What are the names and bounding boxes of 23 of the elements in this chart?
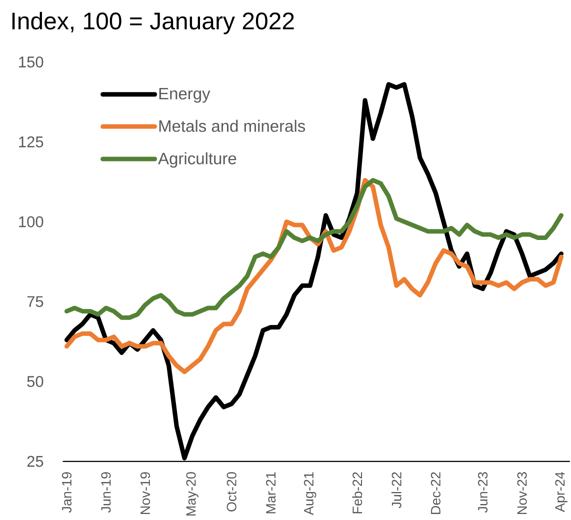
y-tick-label: 100 <box>19 216 44 228</box>
x-tick-label: May-20 <box>186 472 198 516</box>
x-tick-label: Mar-21 <box>266 472 276 514</box>
x-tick-label: Jan-19 <box>62 472 72 513</box>
y-tick-label: 125 <box>19 136 44 148</box>
y-tick-label: 150 <box>19 56 44 68</box>
x-tick-label: Apr-24 <box>555 472 568 512</box>
y-tick-label: 50 <box>27 376 44 387</box>
y-tick-label: 75 <box>27 296 44 308</box>
x-tick-label: Jun-23 <box>478 472 488 513</box>
x-tick-label: Aug-21 <box>304 472 316 516</box>
x-tick-label: Jul-22 <box>391 472 402 508</box>
x-tick-label: Feb-22 <box>352 472 362 514</box>
x-tick-label: Oct-20 <box>226 472 236 512</box>
legend-label: Energy <box>159 88 210 103</box>
x-tick-label: Dec-22 <box>430 472 440 514</box>
legend-label: Agriculture <box>158 152 236 168</box>
x-tick-label: Nov-23 <box>517 472 527 514</box>
y-tick-label: 25 <box>27 456 44 467</box>
legend-label: Metals and minerals <box>159 120 306 132</box>
x-tick-label: Jun-19 <box>101 472 111 513</box>
chart-title: Index, 100 = January 2022 <box>12 12 294 34</box>
x-tick-label: Nov-19 <box>140 472 150 514</box>
